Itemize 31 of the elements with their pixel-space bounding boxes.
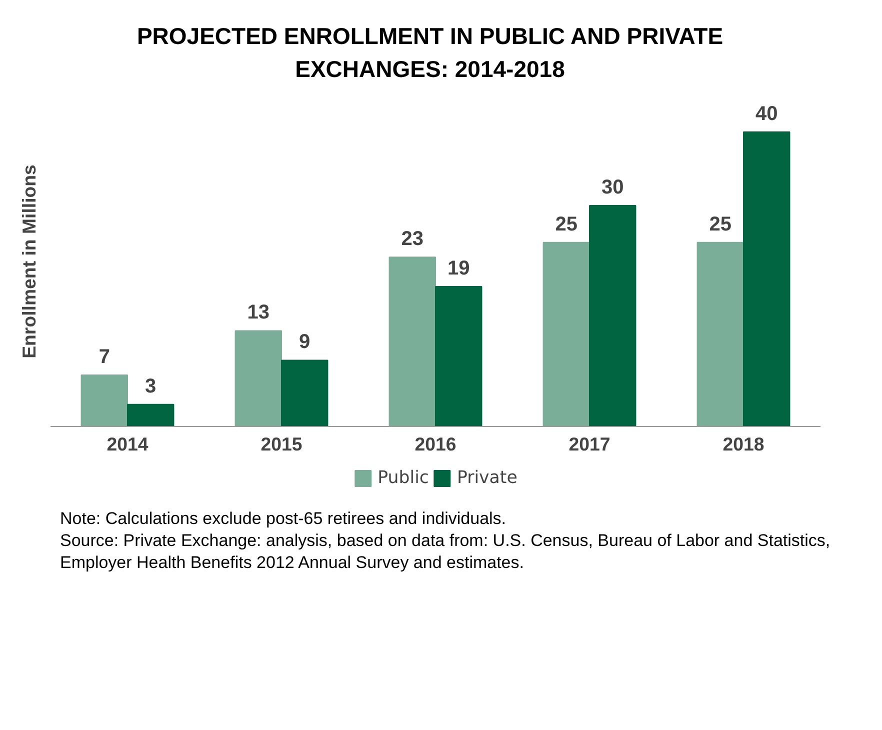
x-tick-label: 2015 [260, 433, 302, 454]
chart-title: PROJECTED ENROLLMENT IN PUBLIC AND PRIVATE EXCHANGES: 2014-2018 [136, 22, 724, 84]
legend-label: Private [456, 468, 518, 488]
data-label: 9 [299, 330, 310, 353]
bar [281, 359, 328, 426]
data-label: 25 [709, 213, 732, 236]
bar [234, 330, 282, 426]
bar [542, 242, 590, 426]
data-label: 19 [447, 257, 470, 280]
data-label: 3 [145, 375, 156, 398]
data-label: 13 [247, 301, 270, 324]
bar [743, 131, 790, 426]
x-tick-label: 2014 [106, 433, 149, 454]
text: Note: Calculations exclude post-65 retirees and individuals. [60, 508, 508, 530]
bar [127, 404, 174, 426]
x-tick-label: 2018 [722, 433, 764, 454]
bar [435, 286, 482, 426]
data-label: 30 [601, 176, 624, 198]
data-label: 7 [98, 346, 110, 368]
data-label: 25 [555, 213, 578, 236]
y-axis-title: Enrollment in Millions [18, 164, 40, 358]
source-note: Source: Private Exchange: analysis, based on data from: U.S. Census, Bureau of Labor and Statistics, Employer Health Benefits 2012 Annual Survey and estimates. [60, 530, 832, 574]
bar [696, 242, 744, 426]
bar [80, 374, 128, 426]
bar [388, 256, 436, 426]
x-tick-label: 2016 [414, 433, 456, 454]
legend-label: Public [378, 468, 429, 488]
bar [589, 204, 636, 426]
x-tick-label: 2017 [568, 433, 610, 454]
data-label: 40 [755, 102, 778, 125]
data-label: 23 [401, 228, 424, 250]
